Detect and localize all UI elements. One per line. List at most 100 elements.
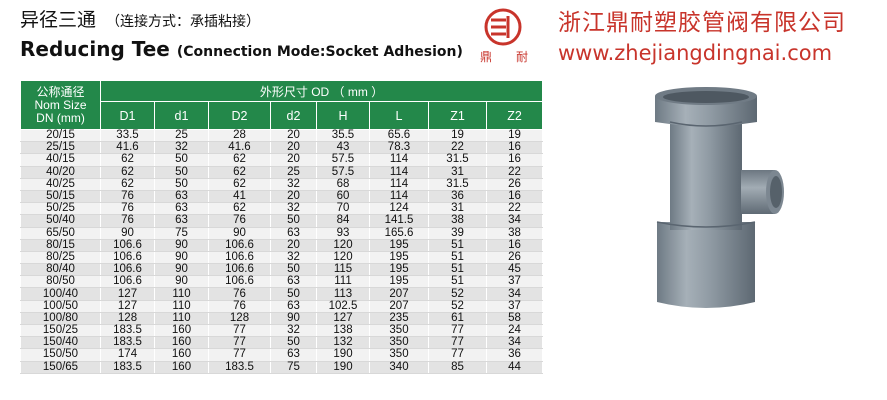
- dimension-cell: 33.5: [100, 129, 155, 143]
- nominal-size-cell: 100/40: [20, 288, 101, 301]
- dimension-cell: 32: [270, 178, 317, 191]
- dimension-cell: 160: [154, 336, 209, 350]
- dimension-cell: 106.6: [208, 251, 271, 265]
- dimension-cell: 138: [316, 324, 370, 338]
- dimension-cell: 50: [270, 288, 317, 301]
- dimension-cell: 106.6: [208, 276, 271, 289]
- company-url: www.zhejiangdingnai.com: [558, 41, 833, 65]
- dimension-cell: 50: [270, 336, 317, 350]
- title-block: 异径三通 （连接方式：承插粘接） Reducing Tee (Connection…: [20, 8, 463, 64]
- dimension-cell: 16: [485, 141, 544, 155]
- dimension-cell: 41.6: [208, 141, 271, 155]
- dimension-cell: 26: [485, 251, 544, 265]
- dimension-cell: 19: [485, 129, 544, 143]
- nominal-size-cell: 150/65: [20, 361, 101, 374]
- nominal-size-header: 公称通径 Nom Size DN (mm): [20, 80, 101, 130]
- dimension-cell: 25: [270, 166, 317, 179]
- product-title-cn: 异径三通: [20, 9, 97, 31]
- company-name-cn: 浙江鼎耐塑胶管阀有限公司: [558, 10, 846, 36]
- product-title-en: Reducing Tee: [20, 37, 170, 61]
- dimension-cell: 76: [100, 202, 155, 216]
- dimension-cell: 31: [428, 166, 487, 179]
- dimension-cell: 195: [369, 251, 429, 265]
- dimension-cell: 75: [154, 227, 209, 240]
- dimension-cell: 127: [100, 288, 155, 301]
- dimension-cell: 106.6: [100, 263, 155, 277]
- dimension-cell: 113: [316, 288, 370, 301]
- nominal-size-header-cn: 公称通径: [36, 84, 85, 99]
- dimension-cell: 111: [316, 276, 370, 289]
- nominal-size-cell: 100/80: [20, 312, 101, 326]
- nominal-size-cell: 150/25: [20, 324, 101, 338]
- dimension-cell: 102.5: [316, 300, 370, 313]
- column-header-D2: D2: [208, 101, 271, 130]
- dimension-cell: 76: [208, 288, 271, 301]
- column-header-d1: d1: [154, 101, 209, 130]
- dimension-cell: 90: [154, 263, 209, 277]
- dimension-cell: 90: [154, 276, 209, 289]
- dimension-cell: 128: [208, 312, 271, 326]
- dimension-cell: 37: [485, 300, 544, 313]
- dimension-cell: 34: [485, 288, 544, 301]
- nominal-size-header-unit: DN (mm): [36, 110, 85, 125]
- dimension-cell: 114: [369, 154, 429, 167]
- dimension-cell: 62: [208, 166, 271, 179]
- dimension-cell: 62: [100, 166, 155, 179]
- table-row: 150/65 183.5 160 183.5 75 190 340 85 44: [20, 361, 544, 374]
- table-row: 65/50 90 75 90 63 93 165.6 39 38: [20, 227, 544, 240]
- dimension-cell: 165.6: [369, 227, 429, 240]
- nominal-size-cell: 150/40: [20, 336, 101, 350]
- nominal-size-cell: 50/40: [20, 215, 101, 228]
- spec-table: 公称通径 Nom Size DN (mm) 外形尺寸 OD （ mm ） D1 …: [20, 79, 544, 374]
- dimension-cell: 31.5: [428, 178, 487, 191]
- nominal-size-cell: 80/40: [20, 263, 101, 277]
- dimension-cell: 31.5: [428, 154, 487, 167]
- dimension-cell: 39: [428, 227, 487, 240]
- table-row: 50/15 76 63 41 20 60 114 36 16: [20, 190, 544, 204]
- table-row: 80/40 106.6 90 106.6 50 115 195 51 45: [20, 263, 544, 277]
- dimension-cell: 31: [428, 202, 487, 216]
- dimension-cell: 128: [100, 312, 155, 326]
- dimension-cell: 41: [208, 190, 271, 204]
- connection-mode-en: (Connection Mode:Socket Adhesion): [176, 44, 463, 60]
- table-row: 150/50 174 160 77 63 190 350 77 36: [20, 349, 544, 362]
- dimension-cell: 36: [428, 190, 487, 204]
- dimension-cell: 52: [428, 288, 487, 301]
- nominal-size-cell: 20/15: [20, 129, 101, 143]
- dimension-cell: 38: [428, 215, 487, 228]
- dimension-cell: 160: [154, 324, 209, 338]
- nominal-size-header-en: Nom Size: [34, 97, 87, 112]
- dimension-cell: 207: [369, 300, 429, 313]
- logo-caption-nai: 耐: [516, 50, 529, 64]
- nominal-size-cell: 80/25: [20, 251, 101, 265]
- title-en-line: Reducing Tee (Connection Mode:Socket Adh…: [20, 37, 463, 64]
- dimension-cell: 350: [369, 336, 429, 350]
- dimension-cell: 62: [208, 202, 271, 216]
- dimension-cell: 36: [485, 349, 544, 362]
- table-row: 100/50 127 110 76 63 102.5 207 52 37: [20, 300, 544, 313]
- dimension-cell: 20: [270, 239, 317, 252]
- nominal-size-cell: 65/50: [20, 227, 101, 240]
- dimension-cell: 350: [369, 324, 429, 338]
- dimension-cell: 25: [154, 129, 209, 143]
- dimension-cell: 76: [100, 190, 155, 204]
- dimension-cell: 16: [485, 154, 544, 167]
- table-row: 100/40 127 110 76 50 113 207 52 34: [20, 288, 544, 301]
- dimension-cell: 77: [428, 336, 487, 350]
- company-logo: 鼎 耐: [474, 6, 538, 68]
- spec-table-body: 20/15 33.5 25 28 20 35.5 65.6 19 19 25/15 41.6 32 41…: [20, 129, 544, 374]
- dimension-cell: 90: [208, 227, 271, 240]
- dimension-cell: 65.6: [369, 129, 429, 143]
- dimension-cell: 20: [270, 154, 317, 167]
- dimension-cell: 90: [100, 227, 155, 240]
- dimension-cell: 24: [485, 324, 544, 338]
- dimension-cell: 57.5: [316, 154, 370, 167]
- nominal-size-cell: 40/20: [20, 166, 101, 179]
- dimension-cell: 106.6: [100, 239, 155, 252]
- dimension-cell: 120: [316, 239, 370, 252]
- dimension-cell: 22: [485, 202, 544, 216]
- table-row: 150/25 183.5 160 77 32 138 350 77 24: [20, 324, 544, 338]
- dimension-cell: 70: [316, 202, 370, 216]
- dimension-cell: 22: [485, 166, 544, 179]
- dimension-cell: 160: [154, 349, 209, 362]
